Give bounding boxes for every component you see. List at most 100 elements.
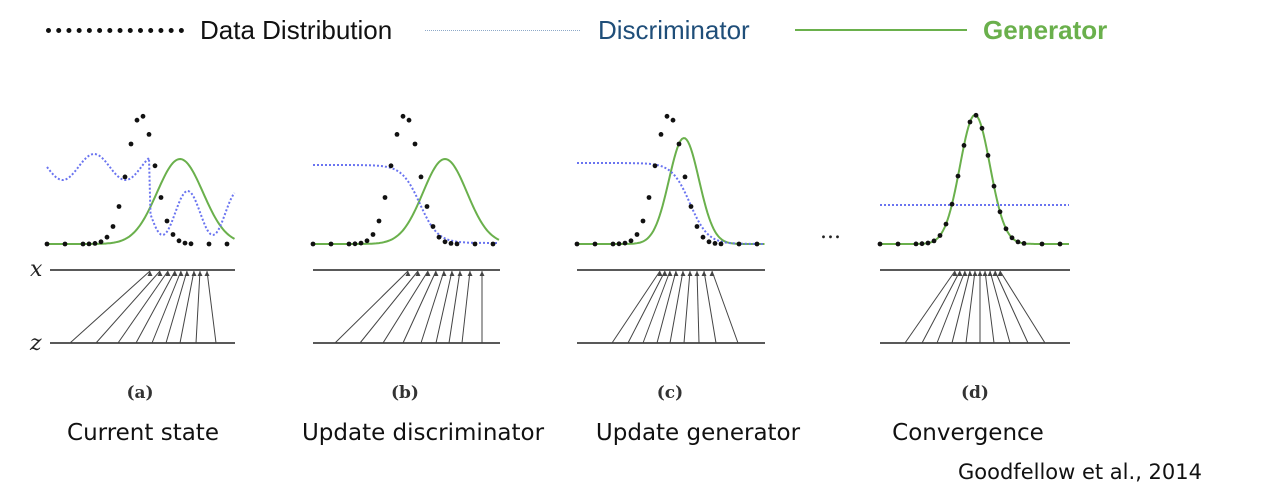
panel-b-letter: (b) xyxy=(391,383,419,403)
mapping-arrow xyxy=(904,270,956,344)
mapping-arrowhead xyxy=(433,271,439,276)
mapping-arrowhead xyxy=(977,271,983,276)
mapping-arrowhead xyxy=(457,271,463,276)
data-distribution-dot xyxy=(736,241,742,247)
panel-d-letter: (d) xyxy=(961,383,989,403)
data-distribution-dot xyxy=(967,119,973,125)
mapping-arrow xyxy=(206,270,217,344)
mapping-arrow xyxy=(448,270,461,344)
mapping-arrowhead xyxy=(184,271,190,276)
mapping-arrowhead xyxy=(405,271,411,276)
x-axis-label: x xyxy=(30,257,43,282)
mapping-arrowhead xyxy=(962,271,968,276)
data-distribution-dot xyxy=(991,183,997,189)
data-distribution-dot xyxy=(610,241,616,247)
data-distribution-dot xyxy=(436,234,442,240)
generator-curve xyxy=(47,157,236,245)
data-distribution-dot xyxy=(376,218,382,224)
data-distribution-dot xyxy=(472,241,478,247)
mapping-arrow xyxy=(420,270,445,344)
data-distribution-dot xyxy=(176,238,182,244)
mapping-arrowhead xyxy=(701,271,707,276)
data-distribution-dot xyxy=(224,241,230,247)
mapping-arrow xyxy=(117,270,169,344)
data-distribution-dot xyxy=(979,125,985,131)
mapping-arrow xyxy=(683,270,691,344)
mapping-arrow xyxy=(642,270,671,344)
data-distribution-dot xyxy=(44,241,50,247)
data-distribution-dot xyxy=(454,241,460,247)
data-distribution-dot xyxy=(328,241,334,247)
data-distribution-dot xyxy=(80,241,86,247)
mapping-arrow xyxy=(179,270,195,344)
data-distribution-dot xyxy=(955,173,961,179)
data-distribution-dot xyxy=(670,117,676,123)
mapping-arrow xyxy=(989,270,1011,344)
data-distribution-dot xyxy=(664,113,670,119)
mapping-arrowhead xyxy=(952,271,958,276)
mapping-arrowhead xyxy=(709,271,715,276)
data-distribution-dot xyxy=(140,113,146,119)
data-distribution-dot xyxy=(134,117,140,123)
panel-c-letter: (c) xyxy=(657,383,683,403)
mapping-arrow xyxy=(984,270,995,344)
discriminator-legend-label: Discriminator xyxy=(598,15,750,45)
mapping-arrowhead xyxy=(204,271,210,276)
mapping-arrow xyxy=(402,270,437,344)
data-distribution-dot xyxy=(877,241,883,247)
data-distribution-dot xyxy=(574,241,580,247)
data-distribution-dot xyxy=(1015,239,1021,245)
mapping-arrowhead xyxy=(172,271,178,276)
data-distribution-dot xyxy=(706,239,712,245)
mapping-arrowhead xyxy=(680,271,686,276)
data-distribution-dot xyxy=(616,241,622,247)
data-distribution-dot xyxy=(104,234,110,240)
data-distribution-dot xyxy=(116,204,122,209)
data-distribution-dot xyxy=(412,141,418,147)
data-distribution-dot xyxy=(640,218,646,224)
data-distribution-dot xyxy=(931,238,937,244)
discriminator-curve xyxy=(577,162,765,245)
mapping-arrowhead xyxy=(662,271,668,276)
mapping-arrowhead xyxy=(657,271,663,276)
data-distribution-dot xyxy=(382,195,388,200)
data-distribution-dot xyxy=(346,241,352,247)
data-distribution-legend-label: Data Distribution xyxy=(200,15,393,45)
data-distribution-dot xyxy=(592,241,598,247)
discriminator-curve xyxy=(46,153,236,237)
data-distribution-dot xyxy=(919,241,925,247)
mapping-arrowhead xyxy=(667,271,673,276)
mapping-arrow xyxy=(461,270,471,344)
data-distribution-dot xyxy=(170,232,176,237)
mapping-arrowhead xyxy=(197,271,203,276)
mapping-arrow xyxy=(611,270,661,344)
data-distribution-dot xyxy=(682,174,688,180)
mapping-arrowhead xyxy=(982,271,988,276)
discriminator-legend-line xyxy=(425,30,580,31)
panel-b xyxy=(310,113,500,344)
data-distribution-dot xyxy=(406,117,412,123)
mapping-arrow xyxy=(921,270,961,344)
data-distribution-dot xyxy=(128,141,134,147)
data-distribution-dot xyxy=(424,204,430,209)
mapping-arrowhead xyxy=(147,271,153,276)
data-distribution-dot xyxy=(694,224,700,229)
mapping-arrow xyxy=(951,270,971,344)
mapping-arrowhead xyxy=(479,271,485,276)
data-distribution-dot xyxy=(913,241,919,247)
data-distribution-dot xyxy=(646,195,652,200)
data-distribution-dot xyxy=(92,241,98,246)
mapping-arrow xyxy=(696,270,700,344)
data-distribution-dot xyxy=(973,112,979,118)
data-distribution-dot xyxy=(310,241,316,247)
data-distribution-dot xyxy=(652,163,658,169)
mapping-arrow xyxy=(999,270,1046,344)
mapping-arrow xyxy=(965,270,976,344)
mapping-arrow xyxy=(656,270,677,344)
data-distribution-dot xyxy=(1039,241,1045,247)
data-distribution-dot xyxy=(98,239,104,245)
mapping-arrow xyxy=(359,270,419,344)
data-distribution-dot xyxy=(206,241,212,247)
mapping-arrow xyxy=(382,270,429,344)
